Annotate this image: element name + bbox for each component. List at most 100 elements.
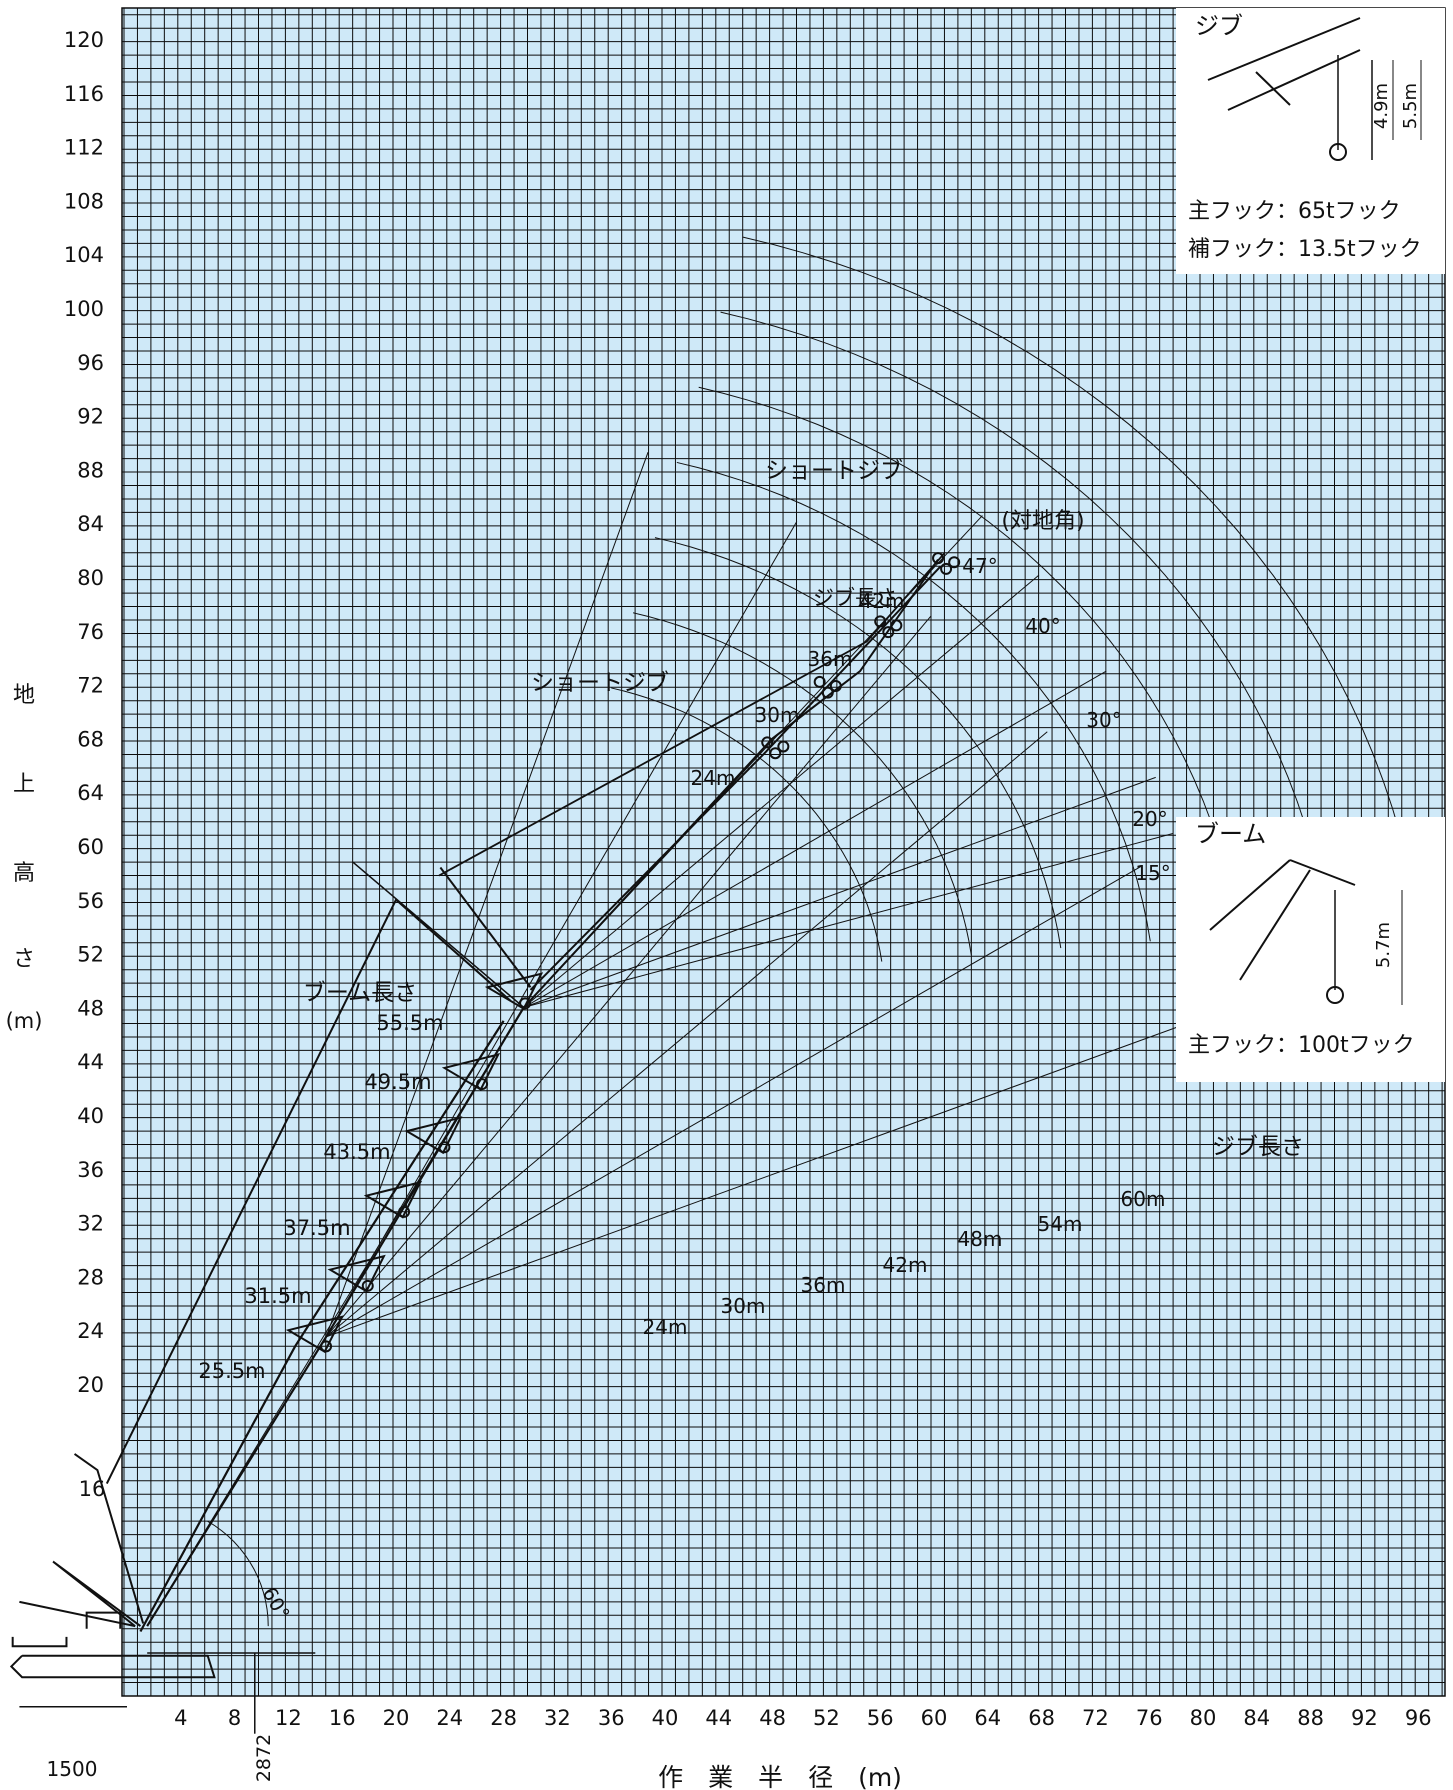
x-tick-label: 64: [974, 1706, 1001, 1730]
boom-sheave-2: [363, 1180, 423, 1219]
angle-40: 40°: [1025, 614, 1060, 638]
jib-sheave-1-1: [829, 679, 842, 692]
jib-length-24: 24m: [691, 766, 736, 790]
boom-sketch-chord-1: [1209, 859, 1291, 931]
x-axis-ticks: 4 8 12 16 20 24 28 32 36 40 44 48 52 56 60 64 68 72 76 80 84…: [174, 1706, 1431, 1730]
ground-angle-line-40: [523, 574, 1040, 1008]
y-tick-label: 116: [64, 82, 104, 106]
offset-label: 1500: [47, 1757, 98, 1781]
boom-radial-line-50: [325, 615, 932, 1338]
y-tick-label: 24: [77, 1319, 104, 1343]
x-tick-label: 80: [1190, 1706, 1217, 1730]
y-tick-label: 60: [77, 835, 104, 859]
boom-inset-panel: [1176, 817, 1445, 1082]
jib-upper-chord: [523, 558, 939, 1009]
boom-length-43-5: 43.5m: [323, 1140, 390, 1164]
jib-sketch-chord-1: [1207, 17, 1361, 81]
boom-sheave-4: [441, 1052, 501, 1091]
boom-hook-2: [398, 1205, 411, 1218]
jib-main-hook: 主フック：65tフック: [1188, 199, 1401, 224]
jib-dim-4-9: 4.9m: [1371, 83, 1392, 129]
y-tick-label: 40: [77, 1104, 104, 1128]
y-tick-label: 68: [77, 727, 104, 751]
x-tick-label: 20: [383, 1706, 410, 1730]
x-tick-label: 84: [1243, 1706, 1270, 1730]
jib-sheave-1-2: [821, 686, 834, 699]
y-tick-label: 28: [77, 1265, 104, 1289]
jib-sheave-1-0: [813, 675, 826, 688]
short-jib-label-top: ショートジブ: [765, 458, 903, 484]
jib-sheave-2-0: [874, 615, 887, 628]
inset-drawings: [1207, 17, 1422, 1005]
y-title-char-1: 地: [13, 683, 35, 708]
x-tick-label: 60: [921, 1706, 948, 1730]
jib-length-36: 36m: [808, 647, 853, 671]
y-tick-label: 112: [64, 136, 104, 160]
ground-angle-line-30: [523, 670, 1107, 1008]
boom-sketch-hook: [1326, 986, 1344, 1004]
jib-length-24b: 24m: [643, 1315, 688, 1339]
x-tick-label: 28: [490, 1706, 517, 1730]
boom-length-25-5: 25.5m: [198, 1359, 265, 1383]
dimension-label: 2872: [253, 1734, 275, 1782]
jib-length-title-bottom: ジブ長さ: [1212, 1134, 1304, 1160]
jib-inset-panel: [1176, 8, 1445, 274]
ground-angle-line-20: [523, 776, 1156, 1008]
jib-length-42: 42m: [860, 589, 905, 613]
angle-47: 47°: [962, 554, 997, 578]
boom-hook-5: [519, 997, 532, 1010]
y-tick-label: 108: [64, 189, 104, 213]
jib-sheave-0-0: [761, 736, 774, 749]
boom-hook-3: [438, 1141, 451, 1154]
y-tick-label: 104: [64, 243, 104, 267]
x-tick-label: 12: [275, 1706, 302, 1730]
strut: [439, 866, 532, 988]
x-tick-label: 44: [705, 1706, 732, 1730]
jib-length-60: 60m: [1121, 1187, 1166, 1211]
jib-sheave-2-1: [890, 619, 903, 632]
x-tick-label: 24: [436, 1706, 463, 1730]
y-tick-label: 52: [77, 943, 104, 967]
boom-radial-line-40: [325, 731, 1048, 1338]
jib-length-arc-60: [742, 236, 1420, 922]
jib-sheave-2-2: [882, 626, 895, 639]
y-axis-ticks: 1241201161121081041009692888480767268646…: [64, 28, 104, 1397]
boom-sheave-5: [484, 972, 544, 1011]
y-title-char-4: さ: [13, 947, 35, 972]
boom-hook-4: [476, 1078, 489, 1091]
x-tick-label: 96: [1405, 1706, 1432, 1730]
boom-hook-1: [361, 1279, 374, 1292]
boom-radial-line-30: [325, 865, 1142, 1338]
jib-length-arc-24: [611, 687, 883, 962]
jib-dim-5-5: 5.5m: [1400, 83, 1421, 129]
boom-dim-5-7: 5.7m: [1373, 922, 1394, 968]
y-tick-label: 36: [77, 1158, 104, 1182]
y-title-char-2: 上: [13, 772, 35, 797]
y-tick-label: 20: [77, 1373, 104, 1397]
y-tick-label: 32: [77, 1212, 104, 1236]
jib-sketch-hook: [1329, 143, 1347, 161]
ground-angle-title: (対地角): [1001, 509, 1084, 534]
angle-20: 20°: [1132, 807, 1167, 831]
jib-length-arc-54: [720, 311, 1330, 928]
x-tick-label: 56: [867, 1706, 894, 1730]
y-tick-label: 84: [77, 512, 104, 536]
x-tick-label: 72: [1082, 1706, 1109, 1730]
x-tick-label: 52: [813, 1706, 840, 1730]
jib-sheave-0-1: [777, 740, 790, 753]
y-tick-label: 76: [77, 620, 104, 644]
boom-sketch-head: [1289, 859, 1356, 886]
jib-support-line: [352, 861, 525, 1008]
jib-length-36b: 36m: [801, 1273, 846, 1297]
boom-sketch-chord-2: [1239, 869, 1311, 981]
boom-length-55-5: 55.5m: [376, 1011, 443, 1035]
crane-cab: [11, 1636, 68, 1648]
gantry: [73, 1453, 145, 1624]
y-tick-label: 72: [77, 674, 104, 698]
boom-sheave-0: [285, 1315, 345, 1354]
boom-angle-arc: [207, 1520, 269, 1627]
x-tick-label: 68: [1028, 1706, 1055, 1730]
y-tick-label: 48: [77, 996, 104, 1020]
x-tick-label: 88: [1297, 1706, 1324, 1730]
x-tick-label: 8: [228, 1706, 241, 1730]
